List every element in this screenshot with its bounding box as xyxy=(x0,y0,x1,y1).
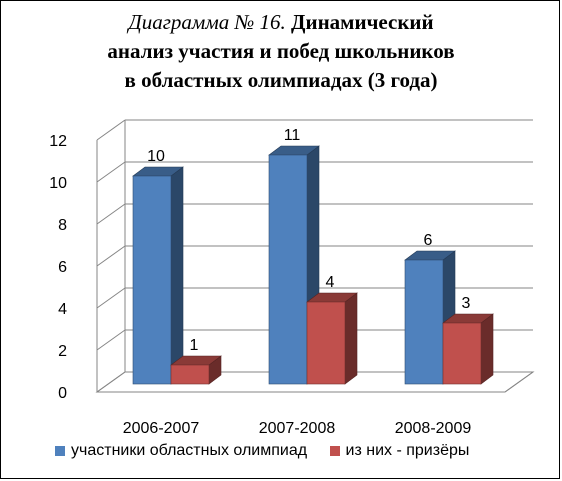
bar xyxy=(268,154,308,385)
x-tick-label: 2008-2009 xyxy=(395,420,472,437)
legend-item-participants: участники областных олимпиад xyxy=(55,442,307,460)
x-tick-label: 2006-2007 xyxy=(123,420,200,437)
bar-side xyxy=(344,292,358,385)
title-line-2: анализ участия и побед школьников xyxy=(107,39,455,63)
data-label: 6 xyxy=(424,232,433,249)
side-gridline xyxy=(96,119,126,141)
y-tick-label: 6 xyxy=(58,259,67,276)
floor-edge xyxy=(504,371,534,393)
y-tick-label: 2 xyxy=(58,343,67,360)
y-tick-label: 12 xyxy=(49,133,67,150)
title-line-1: Диаграмма № 16. Динамический xyxy=(0,8,562,37)
side-gridline xyxy=(96,161,126,183)
y-tick-label: 4 xyxy=(58,301,67,318)
data-label: 1 xyxy=(190,337,199,354)
legend: участники областных олимпиад из них - пр… xyxy=(55,442,555,461)
side-gridline xyxy=(96,203,126,225)
title-italic: Диаграмма № 16. xyxy=(128,10,286,34)
bar xyxy=(442,322,482,385)
side-gridline xyxy=(96,329,126,351)
legend-label-winners: из них - призёры xyxy=(345,442,470,459)
legend-label-participants: участники областных олимпиад xyxy=(71,442,308,459)
title-line1-rest: Динамический xyxy=(291,10,434,34)
y-tick-label: 0 xyxy=(58,385,67,402)
data-label: 10 xyxy=(147,148,165,165)
bar xyxy=(404,259,444,385)
y-tick-label: 10 xyxy=(49,175,67,192)
title-line-3: в областных олимпиадах (3 года) xyxy=(124,68,438,92)
side-gridline xyxy=(96,287,126,309)
data-label: 3 xyxy=(462,295,471,312)
bar xyxy=(170,364,210,385)
y-tick-label: 8 xyxy=(58,217,67,234)
chart-title: Диаграмма № 16. Динамический анализ учас… xyxy=(0,8,562,95)
bar-side xyxy=(480,313,494,385)
bar xyxy=(132,175,172,385)
x-tick-label: 2007-2008 xyxy=(259,420,336,437)
legend-swatch-winners xyxy=(329,446,340,456)
data-label: 11 xyxy=(284,127,301,144)
side-gridline xyxy=(96,245,126,267)
bar xyxy=(306,301,346,385)
legend-swatch-participants xyxy=(55,446,65,456)
legend-item-winners: из них - призёры xyxy=(329,442,470,460)
data-label: 4 xyxy=(326,274,335,291)
bar-side xyxy=(170,166,184,385)
